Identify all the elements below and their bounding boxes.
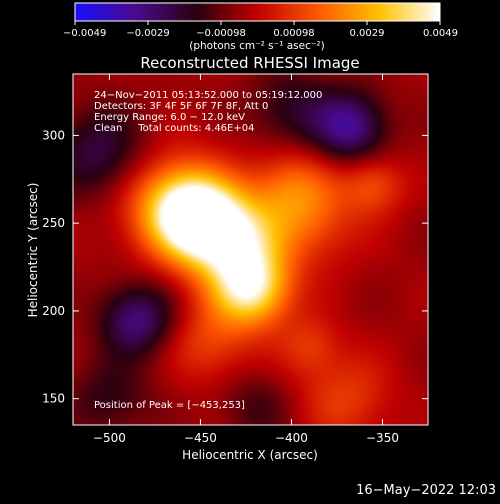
x-axis-label: Heliocentric X (arcsec) xyxy=(182,448,318,462)
y-axis-ticks: 150 200 250 300 xyxy=(42,128,428,406)
footer-timestamp: 16−May−2022 12:03 xyxy=(356,483,496,498)
colorbar-tick-label: 0.00098 xyxy=(273,28,314,39)
colorbar-ticks: −0.0049 −0.0029 −0.00098 0.00098 0.0029 0.004… xyxy=(63,21,458,39)
x-tick-label: −450 xyxy=(184,431,217,445)
colorbar-tick-label: −0.00098 xyxy=(196,28,246,39)
annotation-time: 24−Nov−2011 05:13:52.000 to 05:19:12.000 xyxy=(94,90,322,101)
annotation-energy: Energy Range: 6.0 − 12.0 keV xyxy=(94,112,245,123)
y-tick-label: 200 xyxy=(42,304,65,318)
x-tick-label: −350 xyxy=(366,431,399,445)
y-tick-label: 250 xyxy=(42,216,65,230)
colorbar-unit-label: (photons cm⁻² s⁻¹ asec⁻²) xyxy=(189,40,324,52)
annotation-block: 24−Nov−2011 05:13:52.000 to 05:19:12.000… xyxy=(94,90,322,134)
y-axis-label: Heliocentric Y (arcsec) xyxy=(26,183,40,318)
colorbar-tick-label: 0.0049 xyxy=(423,28,458,39)
x-axis-ticks: −500 −450 −400 −350 xyxy=(93,74,399,445)
colorbar-frame xyxy=(74,2,441,22)
annotation-counts: Clean Total counts: 4.46E+04 xyxy=(94,123,254,134)
plot-frame xyxy=(72,73,429,426)
colorbar xyxy=(75,3,440,21)
chart-title: Reconstructed RHESSI Image xyxy=(140,54,359,72)
heatmap-image xyxy=(73,74,428,425)
peak-position-label: Position of Peak = [−453,253] xyxy=(94,400,245,411)
x-tick-label: −500 xyxy=(93,431,126,445)
colorbar-tick-label: 0.0029 xyxy=(350,28,385,39)
colorbar-tick-label: −0.0029 xyxy=(126,28,169,39)
annotation-detectors: Detectors: 3F 4F 5F 6F 7F 8F, Att 0 xyxy=(94,101,268,112)
y-tick-label: 150 xyxy=(42,392,65,406)
y-tick-label: 300 xyxy=(42,128,65,142)
colorbar-tick-label: −0.0049 xyxy=(63,28,106,39)
x-tick-label: −400 xyxy=(275,431,308,445)
